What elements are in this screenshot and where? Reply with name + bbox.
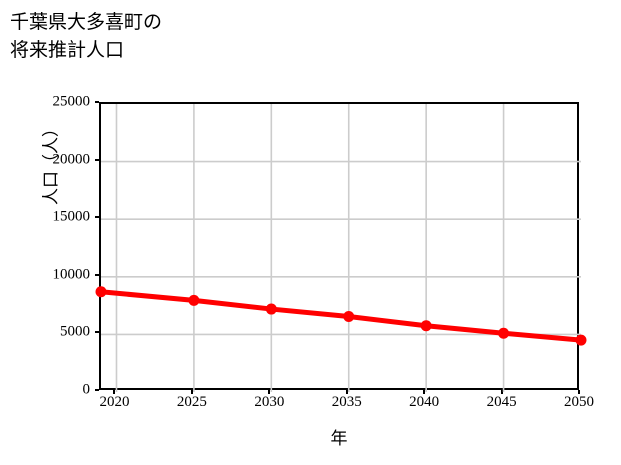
data-point-marker	[343, 311, 355, 323]
x-axis-title: 年	[330, 429, 348, 449]
x-axis-tick-mark	[268, 390, 271, 394]
data-point-marker	[575, 334, 587, 346]
data-series-population	[95, 286, 587, 346]
grid-lines	[101, 104, 581, 392]
y-axis-tick-mark	[95, 101, 99, 103]
y-axis-tick-label: 5000	[60, 323, 90, 340]
data-point-marker	[265, 303, 277, 315]
x-axis-tick-label: 2030	[254, 394, 285, 410]
y-axis-tick-label: 15000	[52, 208, 91, 225]
x-axis-tick-mark	[113, 390, 116, 394]
y-axis-tick-label: 10000	[52, 266, 91, 283]
y-axis-tick-label: 25000	[52, 93, 91, 110]
x-axis-tick-label: 2045	[486, 394, 517, 410]
y-axis-tick-mark	[95, 158, 99, 161]
data-point-marker	[498, 327, 510, 339]
y-axis-tick-mark	[95, 216, 99, 219]
data-point-marker	[188, 294, 200, 306]
y-axis-tick-mark	[95, 273, 99, 276]
y-axis-tick-label: 0	[82, 381, 91, 398]
x-axis-tick-mark	[423, 390, 426, 394]
y-axis-title: 人口（人）	[41, 120, 62, 205]
x-axis-tick-mark	[500, 390, 503, 394]
x-axis-tick-mark	[190, 390, 193, 394]
y-axis-tick-mark	[95, 331, 99, 334]
x-axis-tick-mark	[578, 390, 580, 394]
data-point-marker	[95, 286, 107, 298]
x-axis-tick-mark	[345, 390, 348, 394]
x-axis-tick-label: 2020	[99, 394, 130, 410]
x-axis-tick-label: 2035	[331, 394, 362, 410]
chart-title: 千葉県大多喜町の 将来推計人口	[10, 11, 163, 61]
x-axis-tick-label: 2040	[409, 394, 440, 410]
data-point-marker	[420, 320, 432, 332]
y-axis-tick-mark	[95, 389, 99, 391]
x-axis-tick-label: 2025	[176, 394, 207, 410]
y-axis-tick-label: 20000	[52, 151, 91, 168]
plot-area	[95, 102, 587, 392]
x-axis-tick-label: 2050	[564, 394, 594, 410]
